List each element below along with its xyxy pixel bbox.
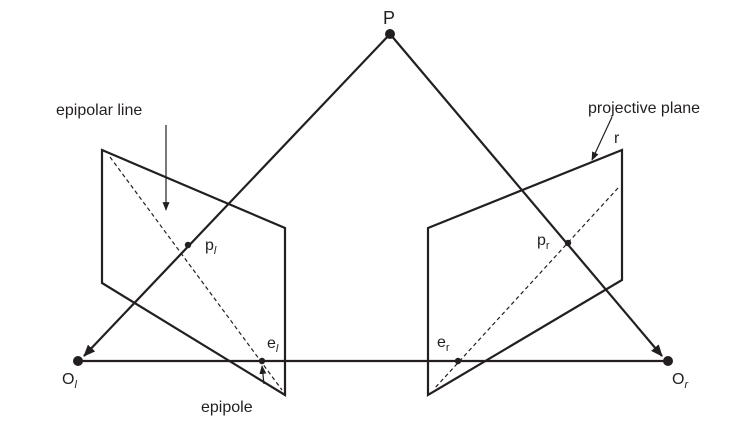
left-image-point-subscript: l: [214, 245, 217, 257]
left-image-point-base: p: [205, 237, 214, 254]
point-P-label: P: [383, 8, 395, 28]
right-center-subscript: r: [684, 379, 689, 391]
left-epipolar-line: [109, 156, 283, 391]
epipole-pointer-arrow: [259, 365, 267, 385]
projective-plane-pointer-arrow: [591, 116, 613, 161]
left-center-dot: [73, 356, 83, 366]
right-epipole-label: er: [437, 334, 450, 354]
left-center-label: Ol: [62, 371, 77, 391]
projective-plane-label: projective plane: [588, 100, 700, 117]
right-image-point-subscript: r: [546, 240, 550, 252]
left-center-subscript: l: [74, 379, 77, 391]
epipole-label: epipole: [201, 399, 253, 416]
plane-corner-r-label: r: [614, 130, 620, 147]
right-epipolar-line: [433, 187, 619, 390]
right-image-point-base: p: [537, 232, 546, 249]
right-center-dot: [663, 356, 673, 366]
right-projection-ray: [389, 33, 663, 357]
right-image-point-label: pr: [537, 232, 550, 252]
left-image-point-label: pl: [205, 237, 217, 257]
left-epipole-base: e: [267, 335, 276, 352]
left-center-base: O: [62, 371, 74, 388]
right-center-base: O: [672, 371, 684, 388]
left-image-plane: [100, 148, 287, 397]
right-center-label: Or: [672, 371, 689, 391]
left-epipole-label: el: [267, 335, 279, 355]
left-epipole-subscript: l: [276, 343, 279, 355]
left-projection-ray: [83, 33, 391, 357]
right-epipole-subscript: r: [446, 342, 450, 354]
point-P-dot: [385, 29, 395, 39]
epipolar-line-label: epipolar line: [56, 102, 142, 119]
right-epipole-base: e: [437, 334, 446, 351]
right-epipole-dot: [454, 357, 462, 365]
left-image-point-dot: [184, 241, 192, 249]
right-image-point-dot: [564, 239, 572, 247]
left-epipole-dot: [258, 357, 266, 365]
right-image-plane: [426, 148, 624, 397]
